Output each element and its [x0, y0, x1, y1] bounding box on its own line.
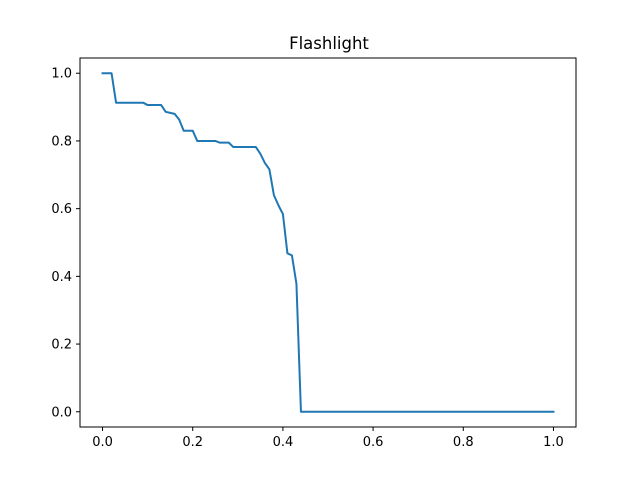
x-tick-label: 0.8: [453, 435, 474, 450]
axes-frame: [79, 57, 577, 428]
series-line: [101, 72, 555, 413]
x-tick-label: 0.2: [182, 435, 203, 450]
y-tick-label: 1.0: [51, 67, 72, 82]
chart-title: Flashlight: [289, 34, 369, 53]
y-tick-label: 0.8: [51, 134, 72, 149]
y-tick-label: 0.0: [51, 405, 72, 420]
x-tick-label: 0.6: [363, 435, 384, 450]
plot-area: [101, 72, 555, 413]
y-tick-label: 0.6: [51, 202, 72, 217]
y-axis: 0.0 0.2 0.4 0.6 0.8 1.0: [51, 67, 80, 420]
x-tick-label: 0.0: [92, 435, 113, 450]
y-tick-label: 0.2: [51, 338, 72, 353]
y-tick-label: 0.4: [51, 270, 72, 285]
x-axis: 0.0 0.2 0.4 0.6 0.8 1.0: [92, 427, 564, 450]
x-tick-label: 1.0: [543, 435, 564, 450]
x-tick-label: 0.4: [273, 435, 294, 450]
